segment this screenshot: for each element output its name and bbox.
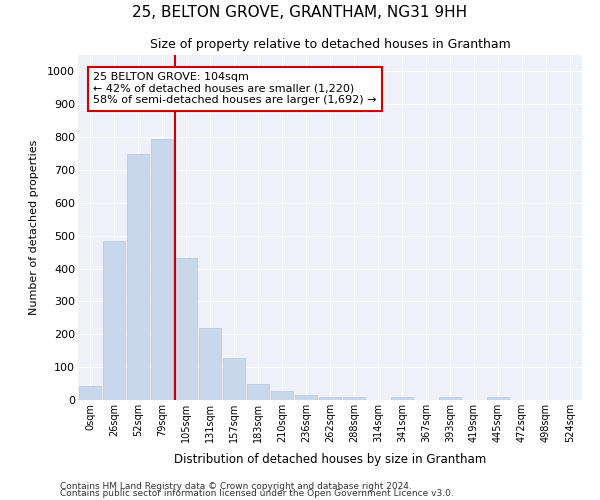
Bar bbox=[487, 396, 509, 400]
Bar bbox=[103, 240, 125, 400]
Bar bbox=[151, 140, 173, 400]
Text: 25 BELTON GROVE: 104sqm
← 42% of detached houses are smaller (1,220)
58% of semi: 25 BELTON GROVE: 104sqm ← 42% of detache… bbox=[93, 72, 377, 106]
Bar bbox=[343, 396, 365, 400]
X-axis label: Distribution of detached houses by size in Grantham: Distribution of detached houses by size … bbox=[174, 454, 486, 466]
Bar bbox=[127, 154, 149, 400]
Title: Size of property relative to detached houses in Grantham: Size of property relative to detached ho… bbox=[149, 38, 511, 51]
Text: 25, BELTON GROVE, GRANTHAM, NG31 9HH: 25, BELTON GROVE, GRANTHAM, NG31 9HH bbox=[133, 5, 467, 20]
Y-axis label: Number of detached properties: Number of detached properties bbox=[29, 140, 39, 315]
Bar bbox=[79, 386, 101, 400]
Bar bbox=[319, 396, 341, 400]
Bar bbox=[439, 396, 461, 400]
Bar bbox=[247, 384, 269, 400]
Text: Contains public sector information licensed under the Open Government Licence v3: Contains public sector information licen… bbox=[60, 489, 454, 498]
Bar bbox=[391, 398, 413, 400]
Bar bbox=[271, 391, 293, 400]
Bar bbox=[199, 328, 221, 400]
Bar bbox=[223, 358, 245, 400]
Bar bbox=[295, 395, 317, 400]
Text: Contains HM Land Registry data © Crown copyright and database right 2024.: Contains HM Land Registry data © Crown c… bbox=[60, 482, 412, 491]
Bar bbox=[175, 258, 197, 400]
